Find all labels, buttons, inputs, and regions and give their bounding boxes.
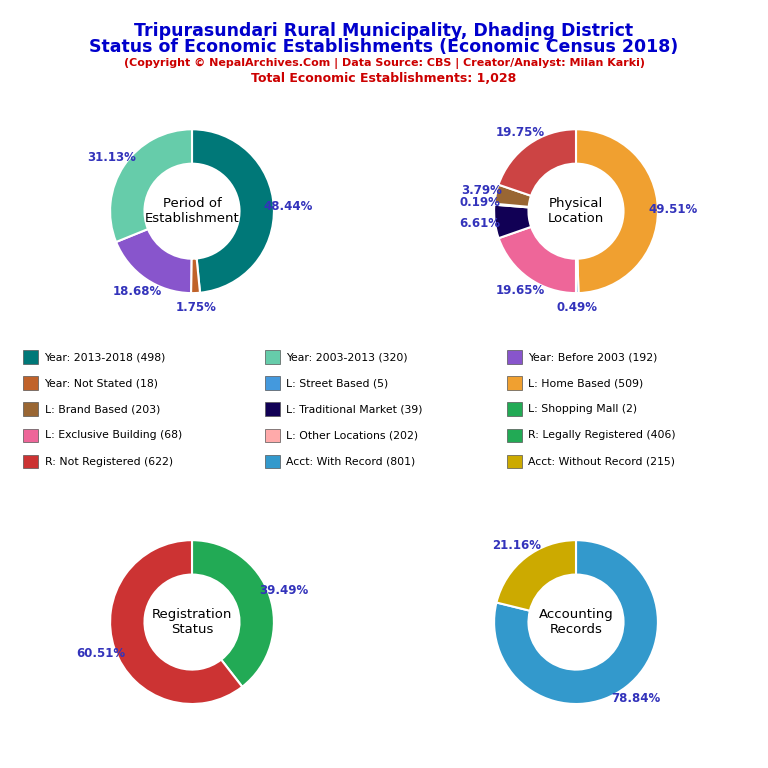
Wedge shape [192,540,274,687]
Text: 1.75%: 1.75% [176,301,217,314]
Wedge shape [576,259,578,293]
Wedge shape [495,204,528,207]
Text: 60.51%: 60.51% [76,647,125,660]
Wedge shape [576,129,658,293]
Text: Acct: With Record (801): Acct: With Record (801) [286,456,415,467]
Text: 18.68%: 18.68% [113,285,162,297]
Wedge shape [498,227,576,293]
Text: Tripurasundari Rural Municipality, Dhading District: Tripurasundari Rural Municipality, Dhadi… [134,22,634,39]
Text: R: Not Registered (622): R: Not Registered (622) [45,456,173,467]
Text: Physical
Location: Physical Location [548,197,604,225]
Text: 39.49%: 39.49% [259,584,308,598]
Wedge shape [192,129,274,293]
Text: 48.44%: 48.44% [264,200,313,213]
Text: 0.19%: 0.19% [459,197,500,210]
Text: Accounting
Records: Accounting Records [538,608,614,636]
Text: 6.61%: 6.61% [459,217,501,230]
Text: L: Exclusive Building (68): L: Exclusive Building (68) [45,430,182,441]
Wedge shape [498,129,576,196]
Text: L: Traditional Market (39): L: Traditional Market (39) [286,404,423,415]
Text: Registration
Status: Registration Status [152,608,232,636]
Wedge shape [191,259,200,293]
Wedge shape [110,129,192,242]
Text: 31.13%: 31.13% [88,151,136,164]
Text: L: Brand Based (203): L: Brand Based (203) [45,404,160,415]
Wedge shape [494,540,658,704]
Text: L: Shopping Mall (2): L: Shopping Mall (2) [528,404,637,415]
Text: L: Street Based (5): L: Street Based (5) [286,378,389,389]
Text: L: Home Based (509): L: Home Based (509) [528,378,644,389]
Text: Period of
Establishment: Period of Establishment [144,197,240,225]
Text: 0.49%: 0.49% [557,301,598,314]
Text: 78.84%: 78.84% [611,692,660,705]
Text: Acct: Without Record (215): Acct: Without Record (215) [528,456,675,467]
Wedge shape [494,205,531,238]
Text: (Copyright © NepalArchives.Com | Data Source: CBS | Creator/Analyst: Milan Karki: (Copyright © NepalArchives.Com | Data So… [124,58,644,69]
Text: 21.16%: 21.16% [492,539,541,552]
Text: Year: 2003-2013 (320): Year: 2003-2013 (320) [286,352,408,362]
Wedge shape [116,229,191,293]
Wedge shape [110,540,242,704]
Text: 19.75%: 19.75% [495,126,545,139]
Text: Year: Not Stated (18): Year: Not Stated (18) [45,378,158,389]
Text: Year: Before 2003 (192): Year: Before 2003 (192) [528,352,657,362]
Text: L: Other Locations (202): L: Other Locations (202) [286,430,419,441]
Text: Status of Economic Establishments (Economic Census 2018): Status of Economic Establishments (Econo… [89,38,679,56]
Wedge shape [495,184,531,207]
Wedge shape [496,540,576,611]
Text: Total Economic Establishments: 1,028: Total Economic Establishments: 1,028 [251,72,517,85]
Text: 3.79%: 3.79% [461,184,502,197]
Text: Year: 2013-2018 (498): Year: 2013-2018 (498) [45,352,166,362]
Text: 19.65%: 19.65% [495,283,545,296]
Text: R: Legally Registered (406): R: Legally Registered (406) [528,430,676,441]
Text: 49.51%: 49.51% [648,204,697,217]
